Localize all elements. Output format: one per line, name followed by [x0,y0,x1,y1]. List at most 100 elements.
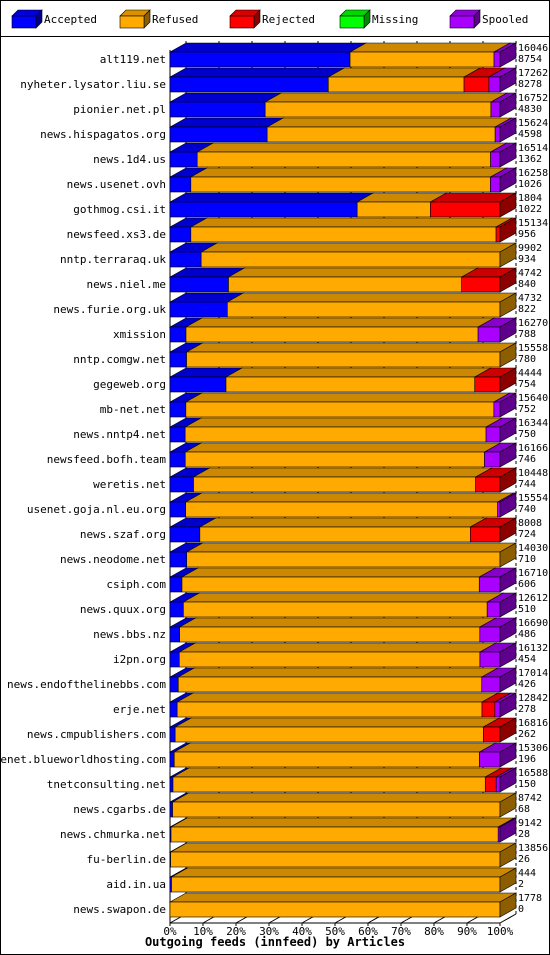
value-label-offered: 16166 [518,443,548,454]
bar-segment-top [176,692,500,703]
bar-segment-accepted [169,151,198,168]
value-label-offered: 16132 [518,643,548,654]
value-label-accepted: 4598 [518,129,542,140]
bar-segment-spooled [488,76,501,93]
bar-segment-refused [183,601,488,618]
bar-segment-spooled [495,776,501,793]
bar-segment-refused [185,401,495,418]
category-label: news.usenet.ovh [67,178,166,191]
category-label: csiph.com [106,578,166,591]
value-label-offered: 4444 [518,368,542,379]
value-label-accepted: 1022 [518,204,542,215]
value-label-accepted: 724 [518,529,536,540]
value-label-offered: 13856 [518,843,548,854]
bar-segment-refused [196,151,491,168]
bar-segment-accepted [169,501,187,518]
bar-side [499,517,517,543]
value-label-accepted: 2 [518,879,524,890]
category-label: mb-net.net [100,403,166,416]
bar-segment-top [184,492,515,503]
bar-row [168,242,518,268]
category-label: news.hispagatos.org [40,128,166,141]
value-label-accepted: 426 [518,679,536,690]
category-label: news.cmpublishers.com [27,728,166,741]
value-label-offered: 9902 [518,243,542,254]
x-tick-label: 10% [193,925,213,938]
value-label-accepted: 278 [518,704,536,715]
value-label-accepted: 710 [518,554,536,565]
value-label-accepted: 840 [518,279,536,290]
category-label: news.nntp4.net [73,428,166,441]
value-label-accepted: 1362 [518,154,542,165]
bar-side [499,892,517,918]
value-label-offered: 16046 [518,43,548,54]
bar-side [499,42,517,68]
legend-label: Rejected [262,13,315,26]
bar-row [168,217,518,243]
bar-segment-refused [176,701,483,718]
category-label: news.bbs.nz [93,628,166,641]
bar-segment-rejected [470,526,501,543]
bar-segment-spooled [493,401,501,418]
bar-segment-rejected [483,726,501,743]
bar-segment-refused [190,176,491,193]
value-label-accepted: 150 [518,779,536,790]
legend-label: Refused [152,13,198,26]
bar-segment-spooled [479,751,501,768]
category-label: news.neodome.net [60,553,166,566]
bar-segment-top [182,592,505,603]
value-label-accepted: 486 [518,629,536,640]
value-label-offered: 15558 [518,343,548,354]
bar-row [168,592,518,618]
value-label-offered: 4742 [518,268,542,279]
bar-segment-accepted [169,176,192,193]
bar-side [499,342,517,368]
bar-side [499,242,517,268]
bar-segment-refused [172,776,486,793]
bar-segment-refused [170,851,501,868]
value-label-offered: 15624 [518,118,548,129]
value-label-accepted: 744 [518,479,536,490]
value-label-accepted: 606 [518,579,536,590]
bar-segment-top [171,767,503,778]
bar-segment-spooled [479,626,501,643]
bar-segment-refused [266,126,496,143]
bar-segment-refused [173,751,480,768]
bar-segment-refused [200,251,501,268]
category-label: news.szaf.org [80,528,166,541]
bar-segment-accepted [169,576,183,593]
bar-row [168,517,518,543]
bar-side [499,792,517,818]
bar-segment-refused [174,726,484,743]
bar-row [168,42,518,68]
category-label: news.niel.me [87,278,166,291]
bar-segment-spooled [485,426,501,443]
bar-segment-accepted [169,551,187,568]
category-label: newsfeed.xs3.de [67,228,166,241]
legend-swatch [449,15,475,29]
bar-segment-accepted [169,101,266,118]
x-axis-label: Outgoing feeds (innfeed) by Articles [145,935,405,949]
legend-item-missing: Missing [339,9,418,29]
x-tick-labels: 0% 10% 20% 30% 40% 50% 60% 70% 80% 90% 100% [163,923,514,938]
bar-segment-accepted [169,51,351,68]
floor-line [499,913,517,924]
value-label-offered: 9142 [518,818,542,829]
bar-segment-accepted [169,301,228,318]
bar-side [499,742,517,768]
bar-segment-top [173,717,501,728]
value-label-offered: 16258 [518,168,548,179]
bar-side [499,592,517,618]
bar-side [499,642,517,668]
value-label-accepted: 262 [518,729,536,740]
x-tick-label: 80% [424,925,444,938]
bar-segment-spooled [490,151,501,168]
value-label-offered: 17014 [518,668,548,679]
value-label-offered: 15306 [518,743,548,754]
x-tick-label: 50% [325,925,345,938]
value-label-accepted: 934 [518,254,536,265]
value-label-accepted: 196 [518,754,536,765]
legend-swatch [11,15,37,29]
bar-segment-accepted [169,776,174,793]
value-label-accepted: 752 [518,404,536,415]
